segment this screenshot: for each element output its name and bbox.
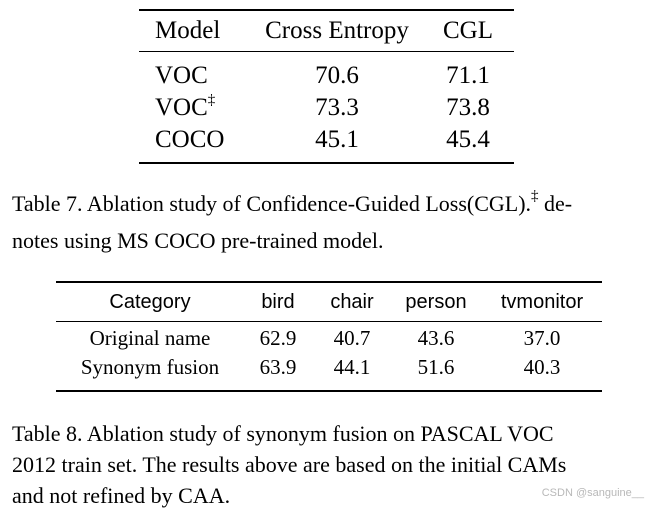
table-7-bottom-rule [139, 162, 514, 164]
table-8-cell-category: Synonym fusion [80, 355, 220, 379]
table-7-cell-model: VOC‡ [155, 92, 216, 121]
table-row: Synonym fusion 63.9 44.1 51.6 40.3 [56, 353, 602, 382]
table-7-header-model: Model [155, 17, 221, 44]
table-8-header-tvmonitor: tvmonitor [500, 291, 584, 313]
caption-line: notes using MS COCO pre-trained model. [12, 228, 384, 253]
table-8-header-category: Category [109, 291, 191, 313]
table-7-header-cgl: CGL [443, 17, 493, 44]
table-8-header-person: person [405, 291, 467, 313]
table-row: COCO 45.1 45.4 [139, 124, 514, 156]
table-8-cell-tvmonitor: 37.0 [523, 326, 561, 350]
table-7-header-row: Model Cross Entropy CGL [139, 11, 514, 51]
table-7-cell-model: VOC [155, 62, 208, 89]
double-dagger-mark: ‡ [207, 92, 216, 108]
table-row: VOC‡ 73.3 73.8 [139, 92, 514, 124]
caption-line: and not refined by CAA. [12, 483, 231, 508]
table-8-cell-category: Original name [89, 326, 211, 350]
table-8-cell-bird: 63.9 [259, 355, 297, 379]
table-8-cell-person: 51.6 [417, 355, 455, 379]
table-7-top-rule [139, 9, 514, 11]
table-8-cell-bird: 62.9 [259, 326, 297, 350]
table-8-mid-rule [56, 321, 602, 322]
table-7-cell-cross-entropy: 70.6 [315, 62, 359, 89]
table-7-cell-cross-entropy: 45.1 [315, 126, 359, 153]
table-8: Category bird chair person tvmonitor Ori… [56, 281, 602, 392]
table-7-cell-cgl: 45.4 [446, 126, 490, 153]
table-7: Model Cross Entropy CGL VOC 70.6 71.1 VO… [139, 9, 514, 164]
table-8-header-row: Category bird chair person tvmonitor [56, 283, 602, 321]
table-7-cell-cgl: 73.8 [446, 94, 490, 121]
table-8-top-rule [56, 281, 602, 283]
table-8-cell-tvmonitor: 40.3 [523, 355, 561, 379]
table-8-cell-person: 43.6 [417, 326, 455, 350]
table-8-cell-chair: 40.7 [333, 326, 371, 350]
caption-line: 2012 train set. The results above are ba… [12, 452, 567, 477]
table-8-header-chair: chair [330, 291, 374, 313]
table-8-caption: Table 8. Ablation study of synonym fusio… [12, 418, 642, 511]
table-row: Original name 62.9 40.7 43.6 37.0 [56, 324, 602, 353]
table-7-cell-cross-entropy: 73.3 [315, 94, 359, 121]
table-7-cell-model: COCO [155, 126, 225, 153]
table-7-caption: Table 7. Ablation study of Confidence-Gu… [12, 187, 642, 257]
table-8-bottom-rule [56, 390, 602, 392]
table-8-cell-chair: 44.1 [333, 355, 371, 379]
caption-line: Table 7. Ablation study of Confidence-Gu… [12, 188, 573, 216]
table-row: VOC 70.6 71.1 [139, 60, 514, 92]
table-7-cell-cgl: 71.1 [446, 62, 490, 89]
table-7-header-cross-entropy: Cross Entropy [265, 17, 409, 44]
watermark: CSDN @sanguine__ [541, 487, 644, 499]
table-8-header-bird: bird [261, 291, 295, 313]
double-dagger-mark: ‡ [531, 188, 539, 204]
table-7-mid-rule [139, 51, 514, 52]
caption-line: Table 8. Ablation study of synonym fusio… [12, 421, 554, 446]
